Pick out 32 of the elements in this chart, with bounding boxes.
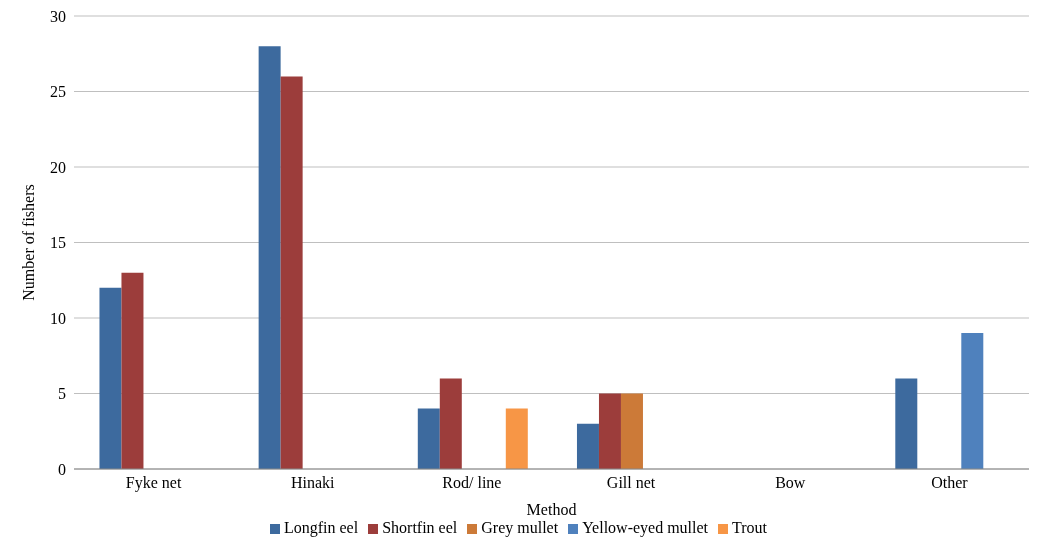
- legend-label: Grey mullet: [481, 519, 559, 536]
- y-tick-label: 5: [58, 385, 66, 403]
- x-tick-label: Rod/ line: [442, 474, 502, 492]
- bar: [895, 378, 918, 469]
- bar: [598, 393, 621, 469]
- x-tick-label: Hinaki: [290, 474, 336, 492]
- bar: [99, 287, 122, 469]
- x-tick-label: Other: [931, 474, 969, 492]
- y-tick-label: 10: [50, 309, 66, 327]
- y-tick-label: 20: [50, 158, 66, 176]
- x-axis-title: Method: [526, 501, 577, 518]
- bar: [417, 408, 440, 469]
- legend-label: Trout: [732, 519, 768, 536]
- y-axis-title: Number of fishers: [19, 184, 37, 301]
- bar: [576, 423, 599, 469]
- y-tick-label: 25: [50, 83, 66, 101]
- bar: [439, 378, 462, 469]
- bar: [620, 393, 643, 469]
- bar: [258, 46, 281, 469]
- bar: [505, 408, 528, 469]
- x-tick-label: Fyke net: [125, 474, 182, 493]
- legend-label: Shortfin eel: [382, 519, 458, 536]
- y-tick-label: 0: [58, 460, 66, 478]
- legend-label: Yellow-eyed mullet: [582, 519, 709, 536]
- x-tick-label: Bow: [775, 474, 806, 492]
- bar: [121, 272, 144, 469]
- bar: [961, 333, 984, 469]
- bar: [280, 76, 303, 469]
- y-tick-label: 30: [50, 7, 66, 25]
- legend-label: Longfin eel: [283, 519, 359, 536]
- y-tick-label: 15: [50, 234, 66, 252]
- x-tick-label: Gill net: [606, 474, 656, 492]
